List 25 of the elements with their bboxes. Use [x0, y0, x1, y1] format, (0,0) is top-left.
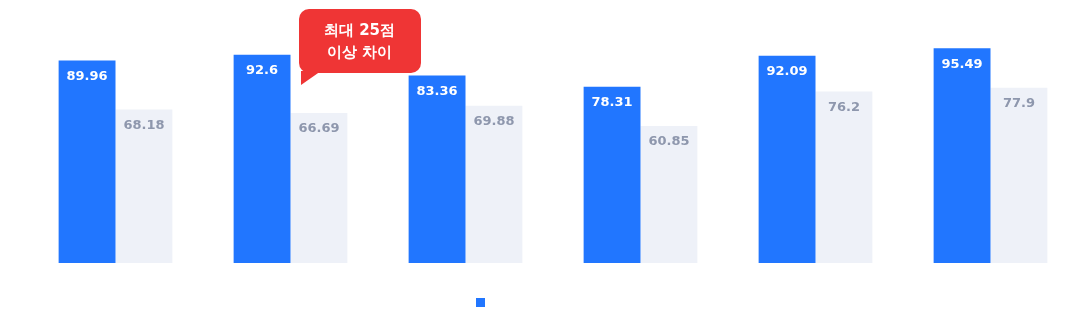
data-label: 66.69: [298, 120, 340, 136]
data-label: 78.31: [591, 94, 633, 110]
data-label: 92.09: [766, 63, 808, 79]
bar: [583, 86, 641, 263]
data-label: 69.88: [473, 113, 515, 129]
bar: [758, 55, 816, 263]
data-label: 92.6: [246, 62, 279, 78]
bar: [990, 87, 1048, 263]
bar: [933, 48, 991, 263]
bar: [58, 60, 116, 263]
data-label: 95.49: [941, 55, 983, 71]
bar: [465, 105, 523, 263]
data-label: 60.85: [648, 133, 690, 149]
bar: [640, 126, 698, 263]
bar: [290, 112, 348, 263]
data-label: 83.36: [416, 82, 458, 98]
data-label: 77.9: [1002, 95, 1035, 111]
annotation: 최대 25점 이상 차이: [298, 9, 421, 73]
data-label: 68.18: [123, 116, 165, 132]
data-label: 89.96: [66, 67, 108, 83]
data-label: 76.2: [827, 98, 860, 114]
bar: [115, 109, 173, 263]
bar: [233, 54, 291, 263]
bar: [815, 91, 873, 263]
bar: [408, 75, 466, 263]
